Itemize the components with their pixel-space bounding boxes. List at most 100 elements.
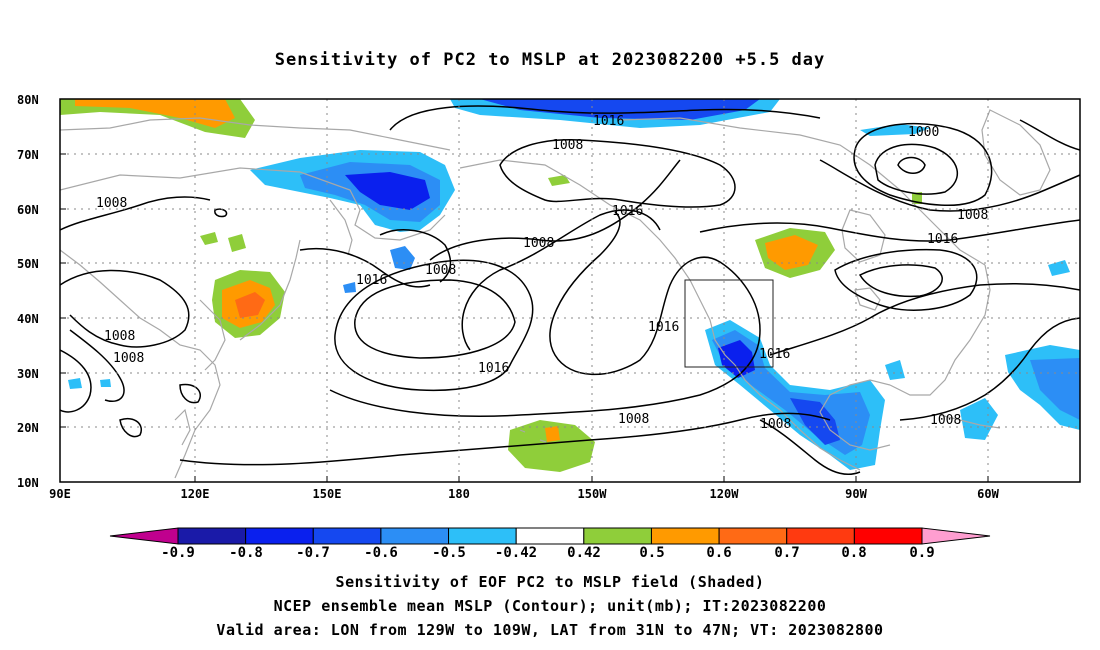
shade-greenland-blue [860, 124, 930, 136]
lon-label: 120W [710, 487, 740, 501]
colorbar-label: 0.42 [567, 545, 601, 561]
lon-label: 90W [845, 487, 867, 501]
contour-1008-gulf [899, 317, 1080, 421]
contour-label: 1008 [523, 236, 554, 251]
contour-1016-s [179, 412, 831, 466]
colorbar-box [380, 527, 450, 545]
contour-1016-ca [834, 248, 978, 311]
contour-label: 1008 [104, 329, 135, 344]
shade-central-pacific-orange [545, 426, 560, 442]
shade-ne-asia-green [228, 234, 246, 252]
coast-alaska [459, 159, 736, 366]
contour-alaska-small [214, 208, 228, 218]
colorbar-boxes [177, 527, 923, 545]
colorbar-box [177, 527, 247, 545]
lat-label: 20N [17, 421, 39, 435]
contour-label: 1008 [930, 413, 961, 428]
coast-gulf [819, 379, 891, 451]
colorbar-box [448, 527, 517, 545]
contour-label: 1016 [356, 273, 387, 288]
gridlines [60, 99, 1080, 482]
contour-label: 1016 [593, 114, 624, 129]
colorbar-label: 0.6 [706, 545, 731, 561]
contour-1016-pacific [334, 259, 534, 392]
shade-canada-orange [765, 235, 818, 270]
colorbar-label: -0.42 [495, 545, 537, 561]
contour-w-small-2 [179, 383, 201, 404]
colorbar-label: -0.6 [364, 545, 398, 561]
shade-japan-red [235, 292, 265, 318]
contour-label: 1008 [957, 208, 988, 223]
lat-label: 60N [17, 203, 39, 217]
contour-label: 1016 [612, 204, 643, 219]
map-content: 1016 1008 1000 1008 1016 1008 1008 1016 … [60, 99, 1080, 482]
coast-korea-china [199, 299, 226, 371]
map-frame [59, 98, 1081, 483]
contour-1000-low [853, 122, 993, 207]
valid-area-box [684, 279, 774, 368]
shade-mexico-blue-core [790, 398, 840, 445]
shade-central-pacific-green [508, 420, 595, 472]
contour-layer [60, 105, 1080, 476]
contour-1008-kurils [379, 229, 452, 283]
colorbar-label: 0.9 [909, 545, 934, 561]
shade-atlantic-blue-core [1030, 358, 1080, 420]
plot-title: Sensitivity of PC2 to MSLP at 2023082200… [274, 50, 826, 70]
shade-arctic-blue-core [480, 99, 760, 120]
contour-1016-arctic [389, 105, 821, 131]
contour-label: 1016 [759, 347, 790, 362]
colorbar-label: 0.7 [774, 545, 799, 561]
colorbar-label: -0.8 [229, 545, 263, 561]
lon-label: 150W [578, 487, 608, 501]
lat-label: 30N [17, 367, 39, 381]
contour-label: 1000 [908, 125, 939, 140]
coast-canada-arctic [619, 117, 986, 266]
coast-hawaii [519, 429, 547, 443]
colorbar-label: 0.8 [841, 545, 866, 561]
shade-kuril-blue [390, 246, 415, 270]
contour-1008-mexico [759, 419, 861, 476]
contour-1016-mid [461, 209, 661, 351]
coastline-layer [60, 109, 1051, 479]
lat-label: 50N [17, 257, 39, 271]
contour-1016-kurils [299, 247, 431, 288]
contour-1016-e-low [769, 283, 1080, 356]
contour-label: 1016 [927, 232, 958, 247]
contour-1008-arctic [499, 139, 736, 208]
coast-arctic-russia [60, 117, 451, 151]
colorbar-box [786, 527, 855, 545]
contour-label: 1008 [425, 263, 456, 278]
colorbar-labels: -0.9 -0.8 -0.7 -0.6 -0.5 -0.42 0.42 0.5 … [161, 545, 935, 561]
caption-line-1: Sensitivity of EOF PC2 to MSLP field (Sh… [335, 573, 765, 591]
contour-1008-w3 [69, 329, 125, 402]
shade-bering-blue-deep [345, 172, 430, 210]
colorbar-label: -0.9 [161, 545, 195, 561]
contour-1008-e [819, 159, 1080, 212]
shade-sea-blue [68, 378, 82, 389]
contour-1008-w [60, 196, 211, 231]
colorbar-arrow-high [921, 527, 991, 545]
coast-asia [60, 249, 221, 479]
colorbar-label: -0.5 [432, 545, 466, 561]
shade-alaska-green [548, 175, 570, 186]
contour-label: 1016 [648, 320, 679, 335]
coast-kamchatka [329, 199, 353, 256]
contour-1000-inner [874, 143, 959, 195]
contour-label: 1008 [618, 412, 649, 427]
contour-label: 1008 [760, 417, 791, 432]
lat-label: 70N [17, 148, 39, 162]
axis-ticks [60, 98, 989, 483]
contour-label: 1008 [113, 351, 144, 366]
coast-philippines [174, 408, 191, 446]
lon-label: 180 [448, 487, 470, 501]
contour-w-small [119, 418, 142, 438]
contour-1016-ca-inner [858, 264, 943, 298]
contour-1008-w4 [60, 349, 92, 413]
contour-label: 1008 [552, 138, 583, 153]
coast-siberia [60, 167, 446, 241]
colorbar-box [312, 527, 382, 545]
contour-1008-mid [429, 159, 681, 261]
caption-line-2: NCEP ensemble mean MSLP (Contour); unit(… [273, 597, 827, 615]
contour-1016-outer [329, 211, 761, 417]
